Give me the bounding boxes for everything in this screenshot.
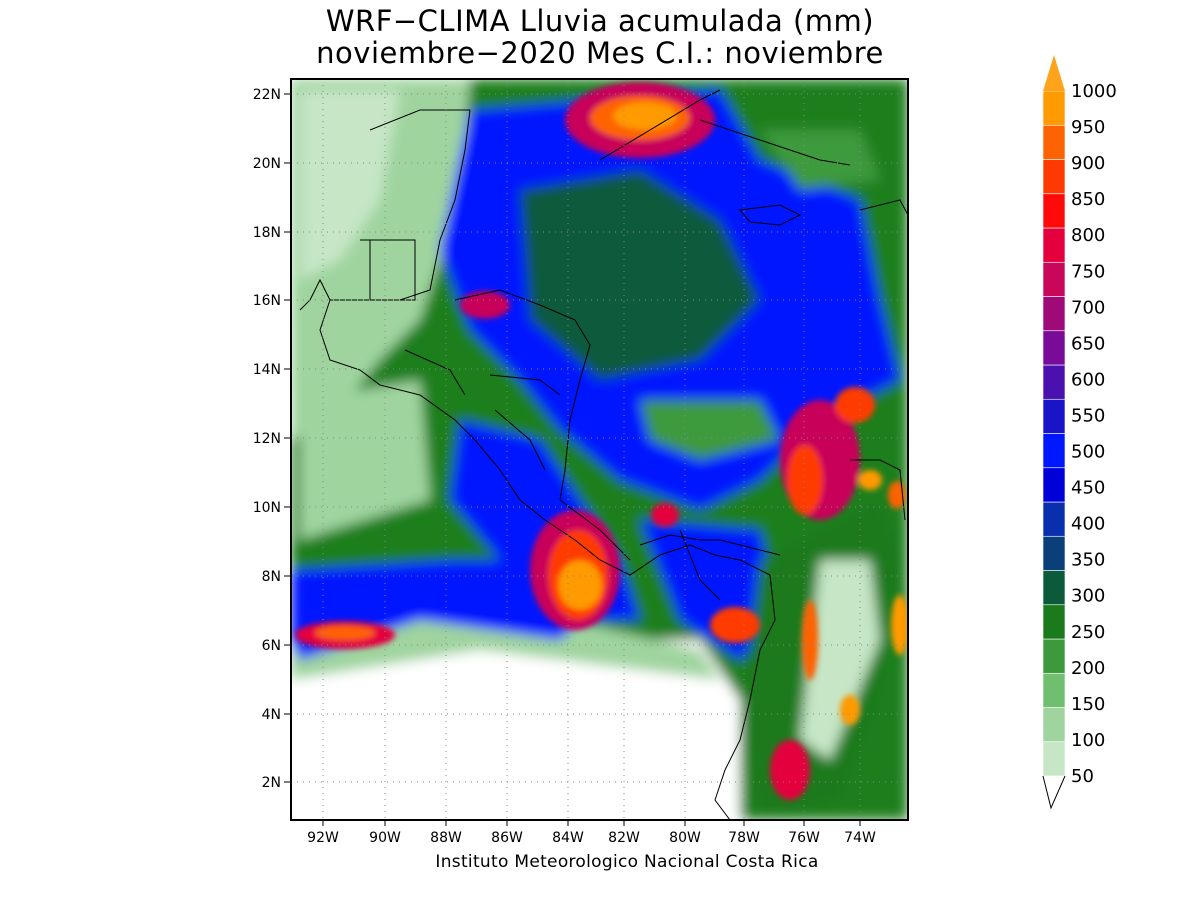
colorbar-label: 950	[1071, 117, 1105, 138]
lat-tick-label: 6N	[262, 638, 281, 654]
lat-tick-label: 20N	[253, 156, 281, 172]
graticule	[291, 79, 908, 820]
lat-tick-label: 4N	[262, 707, 281, 723]
colorbar-swatch	[1042, 501, 1066, 537]
lon-tick-label: 74W	[844, 830, 876, 846]
lat-tick-label: 18N	[253, 225, 281, 241]
lon-axis: 92W 90W 88W 86W 84W 82W 80W 78W 76W 74W	[307, 820, 876, 846]
colorbar-label: 50	[1071, 766, 1094, 787]
colorbar-swatch	[1042, 467, 1066, 503]
colorbar-label: 450	[1071, 478, 1105, 499]
colorbar-label: 600	[1071, 369, 1105, 390]
colorbar: 50 100 150 200 250 300 350 400 450 500 550 600 650 70…	[1042, 55, 1117, 810]
colorbar-label: 250	[1071, 622, 1105, 643]
colorbar-swatch	[1042, 398, 1066, 434]
colorbar-swatch	[1042, 535, 1066, 571]
colorbar-label: 750	[1071, 261, 1105, 282]
credit-text: Instituto Meteorologico Nacional Costa R…	[435, 852, 819, 872]
lon-tick-label: 92W	[307, 830, 339, 846]
lon-tick-label: 90W	[369, 830, 401, 846]
colorbar-swatch	[1042, 707, 1066, 743]
colorbar-swatch	[1042, 672, 1066, 708]
colorbar-label: 500	[1071, 442, 1105, 463]
title-line-2: noviembre−2020 Mes C.I.: noviembre	[316, 36, 884, 70]
lon-tick-label: 84W	[552, 830, 584, 846]
colorbar-swatch	[1042, 364, 1066, 400]
colorbar-swatch	[1042, 638, 1066, 674]
colorbar-label: 350	[1071, 550, 1105, 571]
colorbar-swatch	[1042, 90, 1066, 126]
colorbar-label: 100	[1071, 730, 1105, 751]
colorbar-label: 900	[1071, 153, 1105, 174]
colorbar-swatch	[1042, 433, 1066, 469]
colorbar-label: 800	[1071, 225, 1105, 246]
lat-tick-label: 8N	[262, 569, 281, 585]
colorbar-label: 200	[1071, 658, 1105, 679]
lon-tick-label: 78W	[728, 830, 760, 846]
coastlines	[299, 89, 908, 820]
colorbar-label: 150	[1071, 694, 1105, 715]
title-line-1: WRF−CLIMA Lluvia acumulada (mm)	[325, 4, 875, 38]
lat-tick-label: 12N	[253, 431, 281, 447]
map-frame	[290, 78, 909, 821]
precipitation-field	[291, 79, 908, 820]
colorbar-min-arrow	[1042, 775, 1066, 810]
colorbar-label: 1000	[1071, 81, 1117, 102]
colorbar-label: 300	[1071, 586, 1105, 607]
colorbar-swatch	[1042, 570, 1066, 606]
lat-axis: 22N 20N 18N 16N 14N 12N 10N 8N 6N 4N 2N	[253, 87, 291, 791]
colorbar-swatch	[1042, 261, 1066, 297]
lon-tick-label: 86W	[491, 830, 523, 846]
colorbar-swatch	[1042, 604, 1066, 640]
colorbar-label: 550	[1071, 405, 1105, 426]
colorbar-label: 850	[1071, 189, 1105, 210]
colorbar-swatch	[1042, 227, 1066, 263]
colorbar-swatch	[1042, 159, 1066, 195]
lon-tick-label: 76W	[788, 830, 820, 846]
colorbar-label: 650	[1071, 333, 1105, 354]
colorbar-swatch	[1042, 330, 1066, 366]
colorbar-label: 700	[1071, 297, 1105, 318]
lat-tick-label: 22N	[253, 87, 281, 103]
colorbar-max-arrow	[1043, 55, 1065, 91]
lon-tick-label: 80W	[669, 830, 701, 846]
lon-tick-label: 88W	[430, 830, 462, 846]
colorbar-swatch	[1042, 296, 1066, 332]
colorbar-swatch	[1042, 124, 1066, 160]
lat-tick-label: 2N	[262, 775, 281, 791]
lon-tick-label: 82W	[608, 830, 640, 846]
colorbar-swatch	[1042, 193, 1066, 229]
colorbar-swatch	[1042, 741, 1066, 777]
lat-tick-label: 10N	[253, 500, 281, 516]
lat-tick-label: 14N	[253, 362, 281, 378]
lat-tick-label: 16N	[253, 293, 281, 309]
colorbar-label: 400	[1071, 514, 1105, 535]
